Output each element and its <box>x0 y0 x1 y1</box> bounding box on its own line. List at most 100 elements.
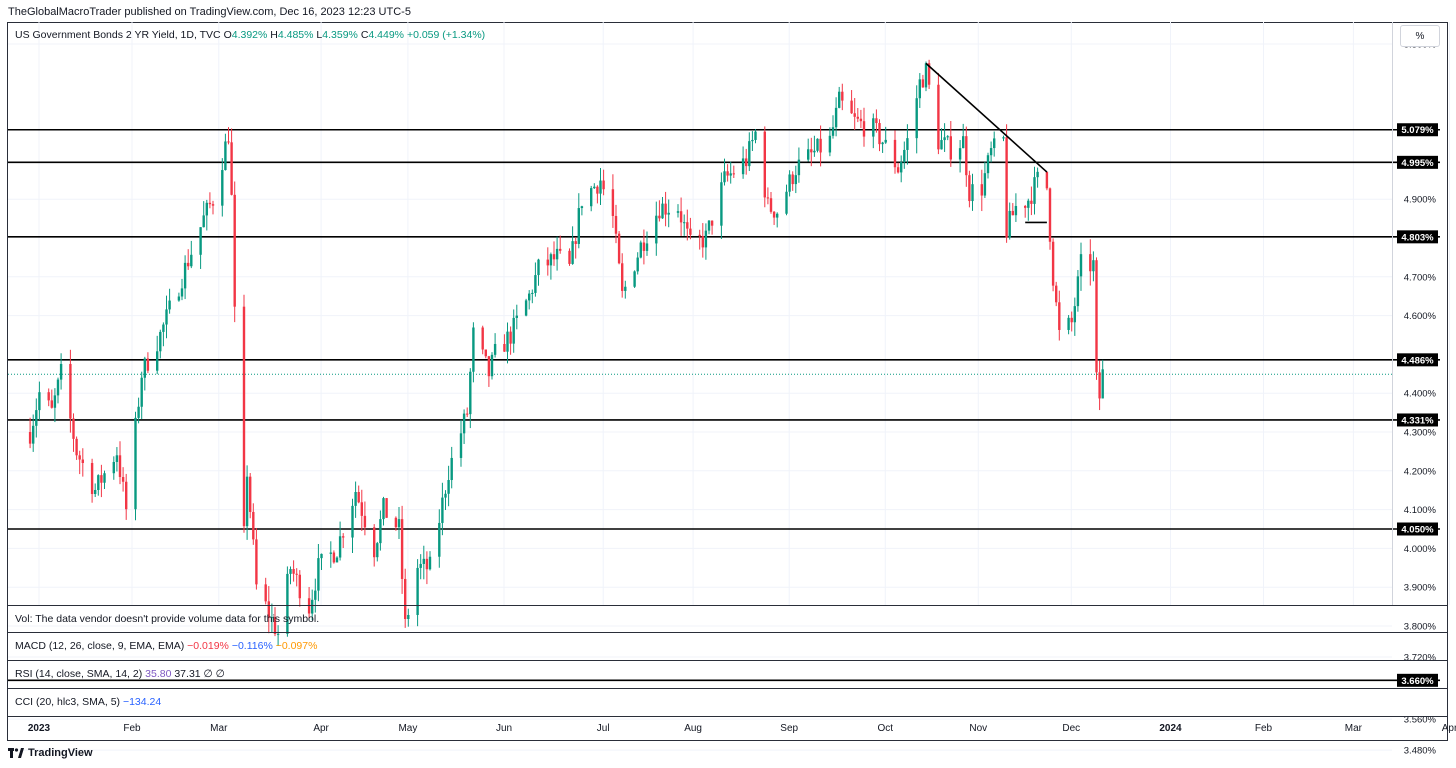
candle <box>745 148 748 175</box>
candle <box>50 389 53 409</box>
candle-body <box>918 79 921 99</box>
candle-body <box>807 149 810 160</box>
candle <box>59 353 63 390</box>
candle <box>645 231 649 256</box>
candle-body <box>900 162 903 173</box>
candle-body <box>267 601 270 618</box>
macd-indicator: MACD (12, 26, close, 9, EMA, EMA) −0.019… <box>15 640 317 652</box>
candle-body <box>118 455 122 478</box>
y-tick-label: 3.480% <box>1404 746 1437 757</box>
candle <box>1076 270 1080 312</box>
candle-body <box>642 242 646 251</box>
candle-body <box>450 457 453 481</box>
top-bar: TheGlobalMacroTrader published on Tradin… <box>0 0 1456 22</box>
change-value: +0.059 (+1.34%) <box>406 29 486 41</box>
candle <box>47 388 50 407</box>
candle-body <box>295 573 298 575</box>
candle-body <box>720 182 723 226</box>
candle <box>828 127 832 157</box>
candle <box>425 551 429 585</box>
candle <box>115 447 119 472</box>
candle <box>450 446 453 489</box>
candle <box>512 309 515 353</box>
candle <box>853 98 856 130</box>
candle-body <box>943 137 946 141</box>
candle <box>971 173 974 211</box>
candle <box>788 170 791 197</box>
candle <box>422 545 425 580</box>
candle-body <box>732 173 735 175</box>
candle <box>906 124 909 165</box>
candle-body <box>363 515 367 528</box>
candle <box>199 227 202 269</box>
candle-body <box>249 476 252 512</box>
candle-body <box>506 331 509 352</box>
level-price-label: 5.079% <box>1401 125 1434 136</box>
candle <box>1098 360 1101 411</box>
candle <box>75 436 78 460</box>
candle-body <box>1058 302 1061 330</box>
candle-body <box>921 79 925 88</box>
candle-body <box>252 511 255 540</box>
candle <box>946 135 949 141</box>
candle-body <box>400 519 404 579</box>
candle <box>180 278 184 301</box>
candle <box>859 109 863 128</box>
candle-body <box>726 171 729 176</box>
candle <box>338 521 342 561</box>
candle-body <box>397 519 401 528</box>
candle-body <box>416 567 419 615</box>
candle <box>1011 203 1014 216</box>
high-label: H <box>270 29 278 41</box>
candle <box>404 568 407 628</box>
candle <box>872 113 875 149</box>
candle <box>577 193 580 249</box>
symbol-legend: US Government Bonds 2 YR Yield, 1D, TVC … <box>15 29 485 41</box>
y-tick-label: 4.900% <box>1404 195 1437 206</box>
candle <box>1067 315 1070 335</box>
candle <box>1030 186 1033 216</box>
level-price-tag <box>1397 522 1438 536</box>
candle <box>295 568 298 587</box>
candle <box>1045 171 1049 191</box>
candle <box>838 86 841 109</box>
percent-scale-button[interactable]: % <box>1400 25 1440 47</box>
candle <box>490 352 494 380</box>
candle-body <box>493 343 497 355</box>
candle-body <box>404 578 407 619</box>
candle <box>875 109 878 133</box>
candle <box>252 503 255 545</box>
candle-body <box>270 617 274 619</box>
candle-body <box>382 498 385 520</box>
candle <box>35 398 38 438</box>
candle <box>667 199 670 228</box>
pane-separator-time <box>8 716 1447 717</box>
candle <box>614 204 618 244</box>
candle-body <box>264 584 267 602</box>
candle-body <box>115 455 119 462</box>
candle-body <box>459 433 463 458</box>
candle <box>580 205 584 216</box>
x-tick-label: Apr <box>1442 723 1456 734</box>
x-tick-label: Apr <box>313 723 329 734</box>
candle <box>534 262 537 297</box>
candle-body <box>373 527 376 558</box>
candle <box>233 181 236 323</box>
candle-body <box>884 139 887 143</box>
candle-body <box>190 254 193 267</box>
candle <box>574 237 577 259</box>
candle-body <box>676 211 680 213</box>
candle-body <box>134 417 137 510</box>
pane-separator-vol <box>8 605 1447 606</box>
candle-body <box>1076 276 1080 307</box>
macd-signal-value: −0.116% <box>231 640 273 652</box>
candle-body <box>320 553 323 559</box>
candle <box>1089 239 1092 286</box>
candle <box>112 456 115 480</box>
open-value: 4.392% <box>231 29 268 41</box>
candle <box>32 414 35 452</box>
candle-body <box>881 142 884 145</box>
candle-body <box>633 271 636 287</box>
candle <box>884 126 887 144</box>
